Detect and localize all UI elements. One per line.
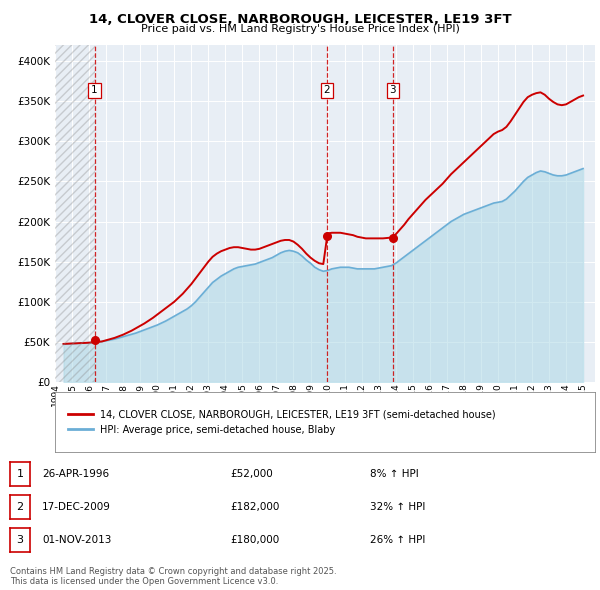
Text: 26-APR-1996: 26-APR-1996 (42, 469, 109, 479)
Text: This data is licensed under the Open Government Licence v3.0.: This data is licensed under the Open Gov… (10, 577, 278, 586)
Text: £52,000: £52,000 (230, 469, 273, 479)
Text: 17-DEC-2009: 17-DEC-2009 (42, 502, 111, 512)
Text: Contains HM Land Registry data © Crown copyright and database right 2025.: Contains HM Land Registry data © Crown c… (10, 567, 337, 576)
Text: 2: 2 (16, 502, 23, 512)
Text: 32% ↑ HPI: 32% ↑ HPI (370, 502, 425, 512)
Text: £180,000: £180,000 (230, 535, 279, 545)
Text: 8% ↑ HPI: 8% ↑ HPI (370, 469, 419, 479)
Text: 1: 1 (91, 86, 98, 96)
Text: Price paid vs. HM Land Registry's House Price Index (HPI): Price paid vs. HM Land Registry's House … (140, 24, 460, 34)
Text: 26% ↑ HPI: 26% ↑ HPI (370, 535, 425, 545)
Text: 3: 3 (17, 535, 23, 545)
Legend: 14, CLOVER CLOSE, NARBOROUGH, LEICESTER, LE19 3FT (semi-detached house), HPI: Av: 14, CLOVER CLOSE, NARBOROUGH, LEICESTER,… (62, 404, 502, 441)
Text: £182,000: £182,000 (230, 502, 280, 512)
Text: 14, CLOVER CLOSE, NARBOROUGH, LEICESTER, LE19 3FT: 14, CLOVER CLOSE, NARBOROUGH, LEICESTER,… (89, 13, 511, 26)
Text: 1: 1 (17, 469, 23, 479)
Text: 3: 3 (389, 86, 396, 96)
Text: 2: 2 (323, 86, 330, 96)
Text: 01-NOV-2013: 01-NOV-2013 (42, 535, 112, 545)
